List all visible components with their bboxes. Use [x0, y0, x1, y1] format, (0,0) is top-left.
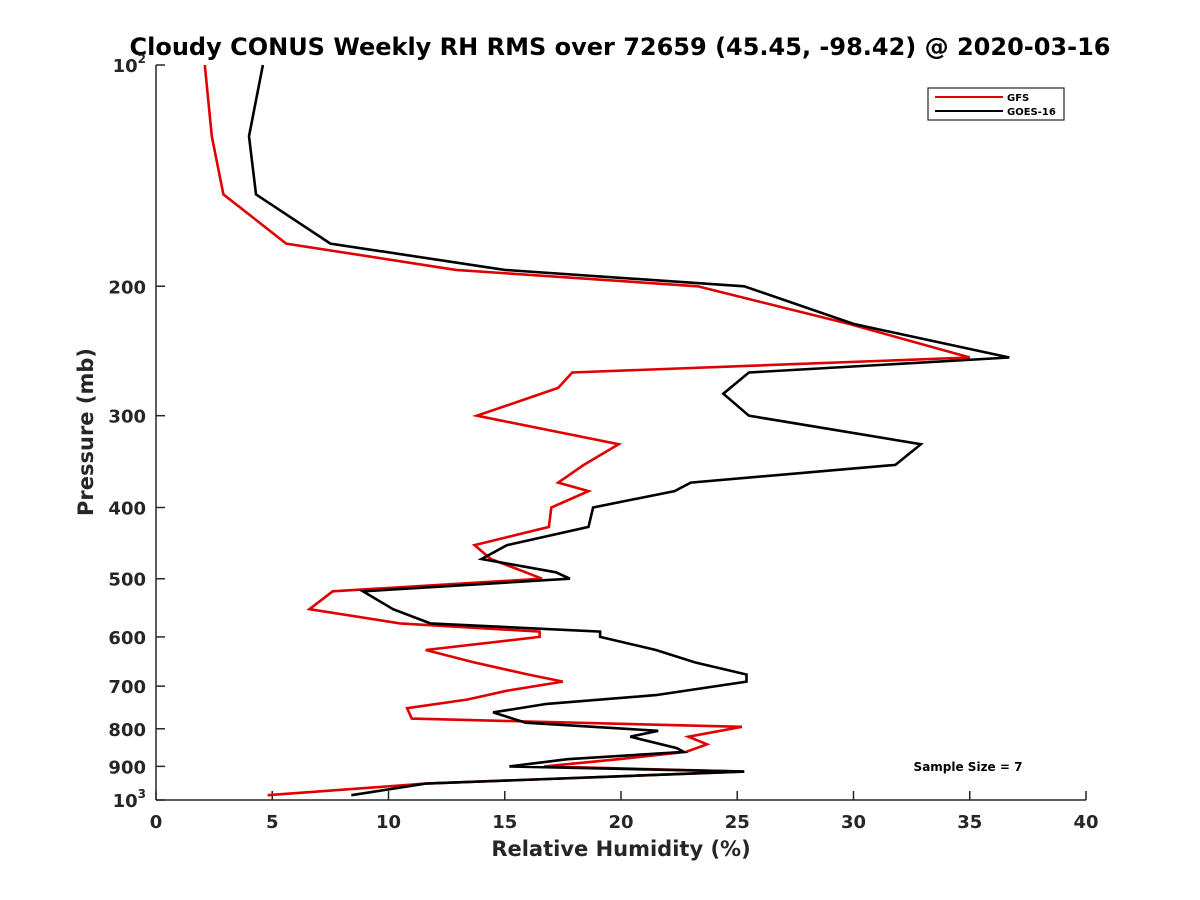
x-tick-label: 0 [150, 812, 163, 833]
y-axis-label: Pressure (mb) [74, 348, 98, 516]
series-line-gfs [203, 64, 971, 797]
x-ticks: 0 5 10 15 20 25 30 35 40 [150, 791, 1099, 833]
y-tick-label: 900 [108, 757, 146, 778]
x-tick-label: 20 [608, 812, 633, 833]
y-ticks: 102 200 300 400 500 600 700 800 900 103 [108, 52, 165, 812]
legend-box [927, 87, 1065, 121]
y-tick-label: 800 [108, 720, 146, 741]
legend-label-goes16: GOES-16 [1007, 107, 1056, 118]
x-tick-label: 10 [376, 812, 401, 833]
series-line-goes16 [247, 64, 1010, 797]
y-tick-label: 200 [108, 277, 146, 298]
y-tick-label: 102 [113, 52, 146, 77]
x-tick-label: 25 [725, 812, 750, 833]
chart-title: Cloudy CONUS Weekly RH RMS over 72659 (4… [130, 33, 1111, 61]
legend-label-gfs: GFS [1007, 93, 1029, 104]
axes [155, 65, 1086, 801]
x-tick-label: 5 [266, 812, 279, 833]
legend: GFS GOES-16 [927, 87, 1065, 121]
y-tick-label: 700 [108, 677, 146, 698]
y-tick-label: 300 [108, 407, 146, 428]
x-axis-label: Relative Humidity (%) [491, 837, 750, 861]
x-tick-label: 15 [492, 812, 517, 833]
x-tick-label: 35 [957, 812, 982, 833]
y-tick-label: 103 [113, 787, 146, 812]
sample-size-annotation: Sample Size = 7 [914, 760, 1023, 774]
y-tick-label: 500 [108, 570, 146, 591]
y-tick-label: 600 [108, 628, 146, 649]
x-tick-label: 30 [841, 812, 866, 833]
x-tick-label: 40 [1073, 812, 1098, 833]
y-tick-label: 400 [108, 499, 146, 520]
series-group [203, 64, 1010, 797]
